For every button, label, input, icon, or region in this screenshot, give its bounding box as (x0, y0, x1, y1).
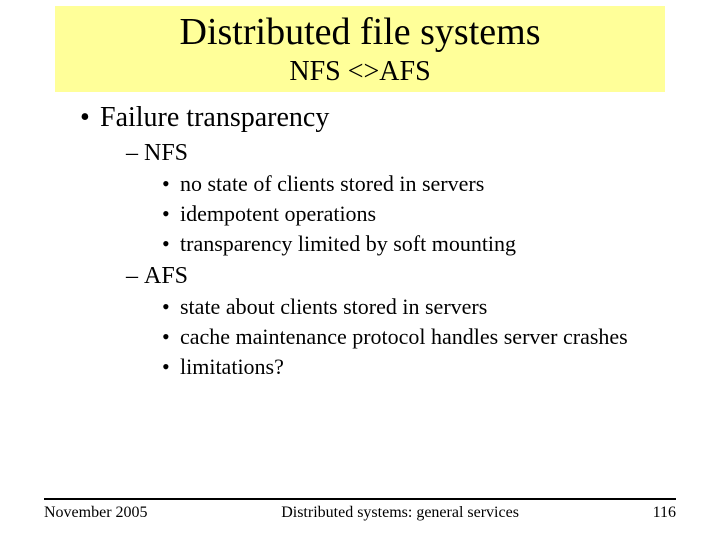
l1-item: •Failure transparency –NFS •no state of … (80, 102, 670, 380)
bullet-icon: • (162, 324, 180, 350)
bullet-list-l1: •Failure transparency –NFS •no state of … (80, 102, 670, 380)
bullet-list-l3: •no state of clients stored in servers •… (126, 171, 670, 257)
footer-title: Distributed systems: general services (148, 504, 653, 522)
l3-text: no state of clients stored in servers (180, 171, 484, 196)
l3-item: •idempotent operations (162, 201, 670, 227)
bullet-icon: • (162, 171, 180, 197)
bullet-icon: • (162, 201, 180, 227)
l3-text: idempotent operations (180, 201, 376, 226)
slide-subtitle: NFS <>AFS (59, 56, 661, 88)
slide: Distributed file systems NFS <>AFS •Fail… (0, 6, 720, 546)
footer-row: November 2005 Distributed systems: gener… (44, 504, 676, 522)
l3-item: •limitations? (162, 354, 670, 380)
footer-rule (44, 498, 676, 500)
bullet-list-l2: –NFS •no state of clients stored in serv… (80, 140, 670, 380)
l3-text: transparency limited by soft mounting (180, 231, 516, 256)
l3-text: state about clients stored in servers (180, 294, 487, 319)
bullet-icon: • (80, 102, 100, 134)
slide-body: •Failure transparency –NFS •no state of … (0, 92, 720, 380)
dash-icon: – (126, 263, 144, 290)
footer-date: November 2005 (44, 504, 148, 522)
l2-text: AFS (144, 263, 188, 289)
bullet-list-l3: •state about clients stored in servers •… (126, 294, 670, 380)
l3-item: •cache maintenance protocol handles serv… (162, 324, 670, 350)
l3-text: limitations? (180, 354, 284, 379)
title-block: Distributed file systems NFS <>AFS (55, 6, 665, 92)
l3-item: •transparency limited by soft mounting (162, 231, 670, 257)
l3-item: •state about clients stored in servers (162, 294, 670, 320)
bullet-icon: • (162, 231, 180, 257)
l2-item-nfs: –NFS •no state of clients stored in serv… (126, 140, 670, 257)
slide-footer: November 2005 Distributed systems: gener… (0, 498, 720, 522)
bullet-icon: • (162, 294, 180, 320)
l3-item: •no state of clients stored in servers (162, 171, 670, 197)
dash-icon: – (126, 140, 144, 167)
l1-text: Failure transparency (100, 102, 329, 133)
slide-title: Distributed file systems (59, 12, 661, 54)
page-number: 116 (653, 504, 676, 522)
l3-text: cache maintenance protocol handles serve… (180, 324, 628, 349)
l2-item-afs: –AFS •state about clients stored in serv… (126, 263, 670, 380)
bullet-icon: • (162, 354, 180, 380)
l2-text: NFS (144, 140, 188, 166)
